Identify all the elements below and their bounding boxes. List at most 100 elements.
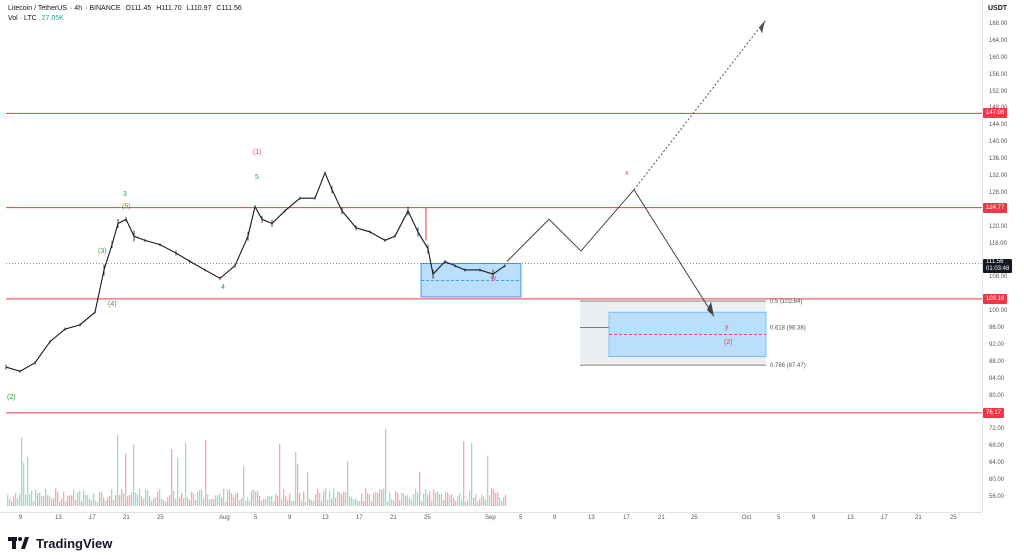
volume-bar (181, 493, 183, 506)
volume-bar (219, 493, 221, 506)
volume-bar (59, 501, 61, 506)
volume-bar (499, 497, 501, 506)
volume-bar (289, 493, 291, 506)
volume-bar (351, 496, 353, 506)
volume-bar (491, 488, 493, 506)
ohlc-high: H111.70 (156, 5, 182, 12)
wave-label-2: (2) (7, 394, 16, 401)
tradingview-logo-icon (8, 537, 29, 549)
volume-bar (269, 496, 271, 506)
volume-bar (71, 495, 73, 506)
volume-bar (29, 494, 31, 506)
target-zone-blue (608, 311, 767, 357)
volume-bar (83, 490, 85, 506)
volume-bar (281, 498, 283, 506)
time-tick-label: Oct (742, 515, 752, 521)
fib-label-0618: 0.618 (96.38) (770, 325, 806, 331)
volume-bar (369, 494, 371, 506)
wave-label-2-red: (2) (724, 339, 733, 346)
volume-bar (495, 492, 497, 506)
price-tick-label: 144.00 (989, 122, 1008, 129)
price-tick-label: 100.00 (989, 308, 1008, 315)
projection-dashed-path (633, 20, 766, 191)
volume-bar (383, 488, 385, 506)
price-level-badge[interactable]: 103.16 (983, 293, 1008, 304)
symbol-name[interactable]: Litecoin / TetherUS (8, 5, 68, 12)
volume-bar (321, 500, 323, 506)
price-chart[interactable]: 0.5 (102.64) 0.618 (96.38) 0.786 (87.47) (2… (0, 0, 982, 512)
volume-bar (147, 490, 149, 506)
volume-bar (135, 492, 137, 506)
volume-bar (365, 488, 367, 506)
time-axis[interactable]: 9 13 17 21 25 Aug 5 9 13 17 21 25 Sep 5 9 13 17 21 25 Oct 5 9… (0, 512, 982, 527)
volume-bar (283, 489, 285, 506)
price-level-badge[interactable]: 76.17 (983, 407, 1005, 418)
volume-bar (381, 489, 383, 506)
chart-area[interactable]: 0.5 (102.64) 0.618 (96.38) 0.786 (87.47) (2… (0, 0, 982, 512)
volume-bar (33, 500, 35, 506)
volume-bar (239, 500, 241, 506)
price-tick-label: 68.00 (989, 443, 1005, 450)
volume-bar (433, 488, 435, 506)
tradingview-brand: TradingView (36, 535, 113, 551)
time-tick-label: 21 (123, 515, 130, 521)
interval-label[interactable]: 4h (74, 5, 83, 12)
volume-bar (345, 492, 347, 506)
price-tick-label: 168.00 (989, 21, 1008, 27)
volume-bar (341, 494, 343, 506)
volume-bar (207, 494, 209, 506)
price-level-badge[interactable]: 124.77 (983, 202, 1008, 213)
volume-bar (139, 488, 141, 506)
volume-bar (409, 497, 411, 506)
price-level-badge[interactable]: 147.06 (983, 108, 1008, 119)
volume-bar (171, 449, 173, 506)
volume-bar (87, 495, 89, 506)
volume-bar (367, 493, 369, 506)
volume-bar (153, 498, 155, 506)
volume-bar (257, 491, 259, 506)
volume-bar (7, 495, 9, 506)
volume-bar (275, 494, 277, 506)
volume-bar (475, 494, 477, 506)
price-tick-label: 164.00 (989, 37, 1008, 44)
volume-bar (469, 490, 471, 506)
ohlc-open: O111.45 (125, 5, 152, 12)
volume-bar (245, 500, 247, 506)
price-tick-label: 84.00 (989, 375, 1005, 382)
wave-label-5: (5) (122, 204, 131, 211)
volume-bar (421, 501, 423, 506)
volume-bar (343, 491, 345, 506)
price-tick-label: 92.00 (989, 341, 1005, 348)
price-axis[interactable]: 168.00164.00160.00156.00152.00148.00144.… (982, 0, 1024, 512)
volume-bar (419, 471, 421, 506)
wave-label-y: y (725, 324, 729, 331)
volume-bar (65, 501, 67, 506)
volume-bar (427, 494, 429, 506)
time-tick-label: 25 (691, 515, 698, 521)
volume-bar (225, 501, 227, 506)
volume-bar (463, 441, 465, 506)
volume-bar (211, 498, 213, 506)
current-price-badge[interactable]: 111.56 01:03:48 (983, 259, 1013, 274)
volume-bar (263, 498, 265, 506)
price-tick-label: 160.00 (989, 54, 1008, 61)
volume-bar (465, 501, 467, 506)
volume-bar (253, 489, 255, 506)
volume-bar (309, 498, 311, 506)
volume-bar (89, 498, 91, 506)
fib-label-05: 0.5 (102.64) (770, 299, 802, 305)
volume-bar (459, 493, 461, 506)
volume-bar (75, 499, 77, 506)
volume-bar (41, 495, 43, 506)
volume-bar (337, 491, 339, 506)
volume-bar (379, 489, 381, 506)
volume-bar (293, 500, 295, 506)
volume-bar (467, 499, 469, 506)
volume-bar (439, 493, 441, 506)
volume-bar (35, 489, 37, 506)
volume-bar (189, 500, 191, 506)
volume-bar (109, 495, 111, 506)
volume-bar (315, 494, 317, 506)
volume-bar (141, 496, 143, 506)
volume-bar (353, 499, 355, 506)
